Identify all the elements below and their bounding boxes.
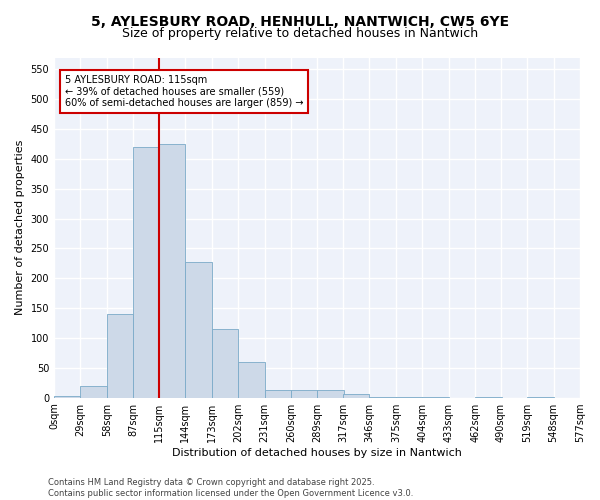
Bar bbox=[317, 390, 344, 398]
Text: 5, AYLESBURY ROAD, HENHULL, NANTWICH, CW5 6YE: 5, AYLESBURY ROAD, HENHULL, NANTWICH, CW… bbox=[91, 15, 509, 29]
Bar bbox=[265, 390, 291, 398]
Bar bbox=[185, 262, 212, 398]
Bar bbox=[54, 396, 80, 398]
Bar bbox=[107, 314, 133, 398]
Bar bbox=[291, 390, 317, 398]
Bar bbox=[527, 397, 554, 398]
Text: 5 AYLESBURY ROAD: 115sqm
← 39% of detached houses are smaller (559)
60% of semi-: 5 AYLESBURY ROAD: 115sqm ← 39% of detach… bbox=[65, 74, 303, 108]
Bar bbox=[80, 386, 107, 398]
Bar bbox=[212, 329, 238, 398]
Bar bbox=[343, 394, 370, 398]
Bar bbox=[396, 397, 422, 398]
Bar bbox=[133, 147, 160, 398]
Bar bbox=[370, 397, 396, 398]
Text: Size of property relative to detached houses in Nantwich: Size of property relative to detached ho… bbox=[122, 28, 478, 40]
Bar bbox=[159, 144, 185, 398]
Bar bbox=[422, 397, 449, 398]
Title: 5, AYLESBURY ROAD, HENHULL, NANTWICH, CW5 6YE
Size of property relative to detac: 5, AYLESBURY ROAD, HENHULL, NANTWICH, CW… bbox=[0, 499, 1, 500]
X-axis label: Distribution of detached houses by size in Nantwich: Distribution of detached houses by size … bbox=[172, 448, 462, 458]
Text: Contains HM Land Registry data © Crown copyright and database right 2025.
Contai: Contains HM Land Registry data © Crown c… bbox=[48, 478, 413, 498]
Bar bbox=[238, 362, 265, 398]
Bar bbox=[475, 397, 502, 398]
Y-axis label: Number of detached properties: Number of detached properties bbox=[15, 140, 25, 315]
